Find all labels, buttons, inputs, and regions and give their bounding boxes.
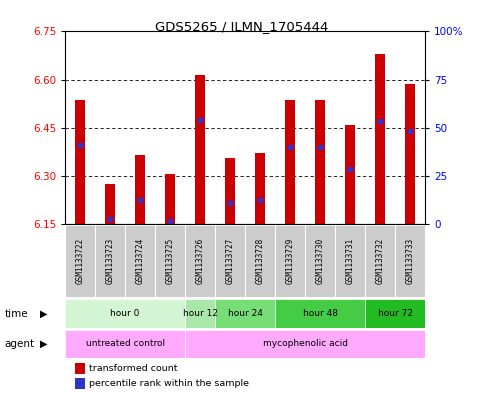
Text: GSM1133728: GSM1133728 (256, 238, 265, 284)
FancyBboxPatch shape (395, 225, 425, 297)
Text: GSM1133726: GSM1133726 (196, 238, 205, 284)
Bar (165, 174, 175, 224)
Bar (275, 299, 365, 328)
FancyBboxPatch shape (185, 225, 215, 297)
Text: GSM1133725: GSM1133725 (166, 238, 175, 284)
FancyBboxPatch shape (65, 225, 95, 297)
Text: ▶: ▶ (40, 309, 48, 319)
FancyBboxPatch shape (275, 225, 305, 297)
Bar (405, 84, 415, 224)
Bar (285, 101, 295, 224)
Bar (375, 54, 385, 224)
FancyBboxPatch shape (155, 225, 185, 297)
Text: GSM1133733: GSM1133733 (406, 238, 414, 284)
Bar (105, 184, 115, 224)
Bar (65, 330, 185, 358)
Text: ▶: ▶ (40, 339, 48, 349)
Text: GSM1133732: GSM1133732 (376, 238, 384, 284)
Text: time: time (5, 309, 28, 319)
Bar (65, 299, 185, 328)
Bar (195, 75, 205, 224)
Bar (365, 299, 425, 328)
Text: GSM1133723: GSM1133723 (106, 238, 114, 284)
Bar (225, 158, 235, 224)
Text: mycophenolic acid: mycophenolic acid (263, 340, 348, 348)
Bar (185, 330, 425, 358)
Text: hour 0: hour 0 (111, 309, 140, 318)
Text: GSM1133724: GSM1133724 (136, 238, 145, 284)
Text: GDS5265 / ILMN_1705444: GDS5265 / ILMN_1705444 (155, 20, 328, 33)
Text: GSM1133722: GSM1133722 (76, 238, 85, 284)
Text: GSM1133731: GSM1133731 (345, 238, 355, 284)
FancyBboxPatch shape (365, 225, 395, 297)
FancyBboxPatch shape (245, 225, 275, 297)
Bar (345, 125, 355, 224)
Text: GSM1133727: GSM1133727 (226, 238, 235, 284)
Text: GSM1133730: GSM1133730 (315, 238, 325, 284)
Text: hour 48: hour 48 (302, 309, 338, 318)
Text: hour 24: hour 24 (227, 309, 263, 318)
Bar (185, 299, 215, 328)
Text: percentile rank within the sample: percentile rank within the sample (89, 379, 249, 388)
Bar (255, 153, 265, 224)
FancyBboxPatch shape (215, 225, 245, 297)
Bar (75, 101, 85, 224)
Text: GSM1133729: GSM1133729 (285, 238, 295, 284)
FancyBboxPatch shape (305, 225, 335, 297)
Text: agent: agent (5, 339, 35, 349)
FancyBboxPatch shape (335, 225, 365, 297)
FancyBboxPatch shape (95, 225, 125, 297)
Bar (315, 101, 326, 224)
Text: hour 12: hour 12 (183, 309, 218, 318)
Text: untreated control: untreated control (85, 340, 165, 348)
Bar (215, 299, 275, 328)
FancyBboxPatch shape (125, 225, 155, 297)
Bar (135, 155, 145, 224)
Text: transformed count: transformed count (89, 364, 178, 373)
Text: hour 72: hour 72 (378, 309, 412, 318)
